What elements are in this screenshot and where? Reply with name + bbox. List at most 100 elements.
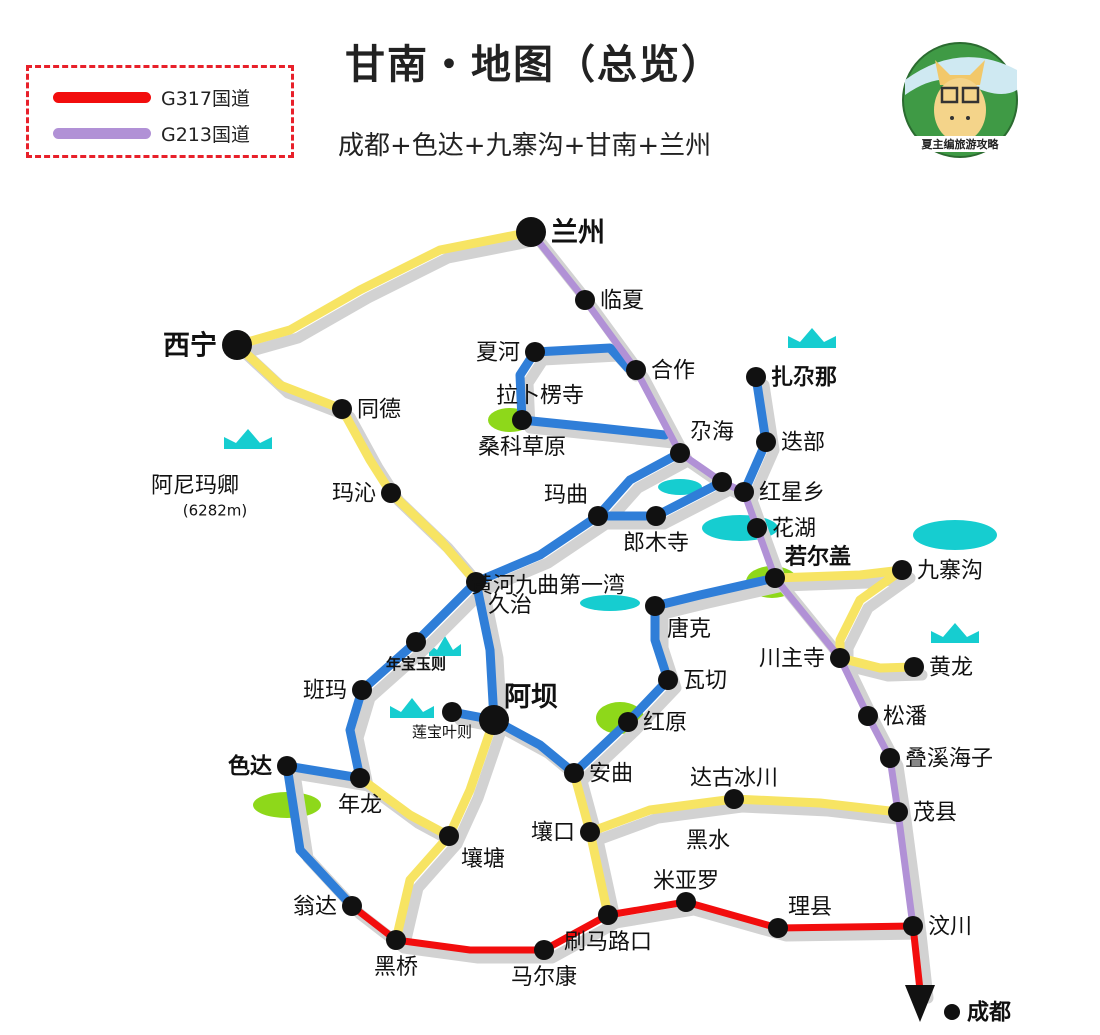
place-marker-nianlong [350,768,370,788]
place-marker-lanzhou [516,217,546,247]
place-label-tongde: 同德 [357,398,401,423]
legend: G317国道 G213国道 [26,65,294,158]
place-label-diebu: 迭部 [781,431,825,456]
lake [580,595,640,611]
place-marker-xining [222,330,252,360]
place-label-anyemaqen_h: (6282m) [183,501,248,519]
place-marker-seda [277,756,297,776]
road-shadow [478,518,612,596]
place-label-lanzhou: 兰州 [551,217,605,248]
place-marker-rangkou [580,822,600,842]
place-label-lixian: 理县 [788,895,832,920]
place-label-hezuo: 合作 [651,359,695,384]
legend-swatch-purple [53,128,151,139]
blue-road [282,761,365,783]
place-label-maqin: 玛沁 [332,482,376,507]
place-marker-diebu [756,432,776,452]
place-label-jiuzhi: 久治 [488,593,532,618]
place-marker-wenchuan [903,916,923,936]
place-label-langmusi: 郎木寺 [623,531,689,556]
place-marker-diexi [880,748,900,768]
lake [913,520,997,550]
place-marker-jiuzhi [466,572,486,592]
place-label-wenchuan: 汶川 [928,915,972,940]
place-marker-tongde [332,399,352,419]
road-shadow [600,484,736,530]
place-marker-banma [352,680,372,700]
road-shadow [352,584,490,792]
place-marker-zhagana [746,367,766,387]
yellow-road [232,227,536,350]
place-marker-waqie [658,670,678,690]
road-shadow [522,354,549,434]
place-marker-heiqiao [386,930,406,950]
place-label-diexi: 叠溪海子 [905,747,993,772]
place-marker-shuama [598,905,618,925]
place-label-banma: 班玛 [303,679,347,704]
place-marker-maqin [381,483,401,503]
place-label-anqu: 安曲 [589,762,633,787]
road-shadow [592,801,912,846]
place-label-hongxing: 红星乡 [759,481,825,506]
place-marker-wengda [342,896,362,916]
place-marker-rangtang [439,826,459,846]
place-label-linxia: 临夏 [600,289,644,314]
legend-label: G213国道 [161,124,250,146]
blue-road [282,761,357,911]
blue-road [593,448,685,521]
place-label-miyaluo: 米亚罗 [653,869,719,894]
place-marker-anqu [564,763,584,783]
place-label-waqie: 瓦切 [683,669,727,694]
place-label-xiahe: 夏河 [476,341,520,366]
legend-label: G317国道 [161,88,250,110]
place-label-heishui: 黑水 [686,829,730,854]
place-label-shuama: 刷马路口 [564,930,652,955]
place-label-chengdu: 成都 [967,1001,1011,1026]
legend-swatch-red [53,92,151,103]
mountain-icon [390,698,434,718]
place-marker-miyaluo [676,892,696,912]
place-marker-hongxing [734,482,754,502]
place-label-lianbao: 莲宝叶则 [412,723,472,741]
page-title: 甘南・地图（总览） [345,42,723,88]
place-marker-sangke [512,410,532,430]
place-marker-lianbao [442,702,462,722]
place-label-sangke: 桑科草原 [478,435,566,460]
place-marker-maoxian [888,802,908,822]
place-marker-chuanzhusi [830,648,850,668]
place-label-zhagana: 扎尕那 [771,366,837,391]
legend-item-g213: G213国道 [53,120,250,147]
place-label-jiuzhaigou: 九寨沟 [917,559,983,584]
place-marker-ruoergai [765,568,785,588]
page-subtitle: 成都+色达+九寨沟+甘南+兰州 [338,131,712,161]
place-marker-aba [479,705,509,735]
place-marker-hongyuan [618,712,638,732]
place-label-huahu: 花湖 [772,517,816,542]
place-label-rangtang: 壤塘 [461,847,505,872]
blue-road [517,415,670,440]
mountain-icon [224,429,272,449]
logo-text: 夏主编旅游攻略 [922,137,1000,151]
place-label-tangke: 唐克 [667,617,711,642]
road-shadow [239,234,545,359]
place-marker-hezuo [626,360,646,380]
yellow-road [770,565,907,583]
yellow-road [355,773,454,841]
place-label-heiqiao: 黑桥 [374,955,418,980]
place-label-nianlong: 年龙 [338,793,382,818]
place-marker-jiuzhaigou [892,560,912,580]
place-marker-tangke [645,596,665,616]
road-shadow [524,422,679,449]
blue-road [471,511,603,587]
legend-item-g317: G317国道 [53,84,250,111]
road-shadow [354,904,934,1004]
grassland [253,792,321,818]
road-shadow [746,379,780,506]
place-marker-linxia [575,290,595,310]
place-marker-gahai [670,443,690,463]
place-marker-maerkang [534,940,554,960]
place-label-maqu: 玛曲 [544,483,588,508]
place-marker-songpan [858,706,878,726]
